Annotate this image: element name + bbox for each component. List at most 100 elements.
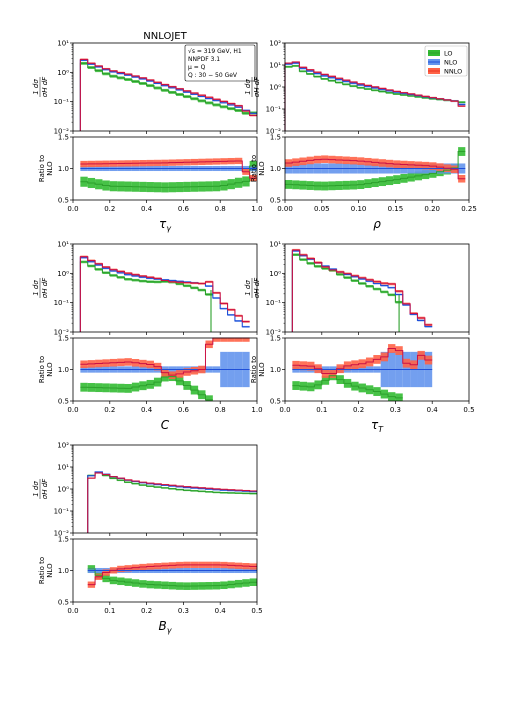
x-tick-label: 0.2 — [353, 406, 364, 414]
y-label-denominator: σH dF — [253, 277, 261, 298]
info-line: μ = Q — [188, 64, 206, 71]
x-tick-label: 0.3 — [178, 607, 189, 615]
ratio-y-tick-label: 1.5 — [58, 536, 69, 544]
x-axis-label: τγ — [159, 217, 172, 233]
ratio-y-label: Ratio to NLO — [38, 557, 54, 584]
x-axis-label: ρ — [373, 217, 381, 231]
legend-label: LO — [444, 50, 453, 58]
ratio-y-tick-label: 1.0 — [58, 366, 69, 374]
ratio-y-label: Ratio to NLO — [38, 155, 54, 182]
ratio-y-label-line1: Ratio to — [250, 155, 258, 182]
ratio-y-label-line2: NLO — [258, 362, 266, 377]
legend-label: NNLO — [444, 68, 462, 76]
y-tick-label: 10⁰ — [57, 486, 69, 494]
ratio-y-label-line1: Ratio to — [38, 356, 46, 383]
ratio-y-label: Ratio to NLO — [250, 155, 266, 182]
ratio-y-label-line1: Ratio to — [250, 356, 258, 383]
x-tick-label: 0.4 — [141, 406, 153, 414]
x-tick-label: 0.4 — [215, 607, 227, 615]
y-tick-label: 10² — [269, 40, 281, 48]
info-line: Q : 30 − 50 GeV — [188, 72, 238, 79]
x-axis-label: τT — [371, 418, 384, 434]
x-tick-label: 0.2 — [104, 205, 115, 213]
top-y-label: 1 dσ σH dF — [32, 76, 49, 97]
nnlo-ratio-line — [285, 158, 466, 180]
lo-ratio-band-bin — [205, 395, 213, 401]
x-axis-label: Bγ — [159, 619, 173, 635]
y-tick-label: 10⁻² — [54, 128, 70, 136]
lo-ratio-line — [87, 568, 257, 587]
x-tick-label: 0.1 — [316, 406, 327, 414]
x-tick-label: 0.0 — [279, 406, 290, 414]
legend-label: NLO — [444, 59, 457, 67]
x-tick-label: 0.20 — [424, 205, 440, 213]
x-tick-label: 0.10 — [351, 205, 367, 213]
nnlo-ratio-line — [292, 348, 433, 374]
x-tick-label: 0.25 — [461, 205, 477, 213]
x-tick-label: 0.4 — [141, 205, 153, 213]
y-label-numerator: 1 dσ — [32, 280, 40, 296]
nnlo-ratio-band-bin — [234, 338, 243, 342]
y-tick-label: 10⁰ — [57, 69, 69, 77]
y-label-numerator: 1 dσ — [244, 79, 252, 95]
ratio-y-tick-label: 1.5 — [58, 335, 69, 343]
top-y-label: 1 dσ σH dF — [244, 76, 261, 97]
top-y-label: 1 dσ σH dF — [32, 277, 49, 298]
lo-line — [284, 65, 466, 131]
y-tick-label: 10¹ — [269, 241, 281, 249]
top-panel: 10⁻² 10⁻¹ 10⁰ 10¹ 10² 1 dσ σH dF — [32, 442, 258, 538]
nnlo-ratio-band-bin — [227, 338, 235, 342]
x-tick-label: 0.6 — [178, 406, 190, 414]
lo-ratio-line — [80, 165, 257, 188]
y-label-denominator: σH dF — [41, 277, 49, 298]
y-tick-label: 10⁻¹ — [266, 299, 282, 307]
x-tick-label: 0.8 — [215, 406, 226, 414]
info-line: NNPDF 3.1 — [188, 56, 220, 63]
x-tick-label: 0.0 — [67, 406, 78, 414]
ratio-y-label: Ratio to NLO — [250, 356, 266, 383]
x-tick-label: 1.0 — [251, 205, 262, 213]
x-tick-label: 0.00 — [277, 205, 293, 213]
y-label-numerator: 1 dσ — [32, 79, 40, 95]
y-label-numerator: 1 dσ — [32, 481, 40, 497]
nnlo-line — [291, 249, 433, 332]
y-tick-label: 10¹ — [57, 464, 69, 472]
top-frame — [72, 243, 258, 333]
nnlo-line — [87, 472, 257, 533]
x-tick-label: 0.5 — [251, 607, 262, 615]
lo-ratio-line — [80, 376, 213, 401]
x-axis-label: C — [161, 418, 170, 432]
lo-ratio-line — [285, 151, 466, 187]
y-tick-label: 10⁻¹ — [54, 98, 70, 106]
y-tick-label: 10⁻¹ — [54, 508, 70, 516]
x-tick-label: 0.0 — [67, 607, 78, 615]
ratio-y-tick-label: 1.0 — [58, 567, 69, 575]
top-y-label: 1 dσ σH dF — [244, 277, 261, 298]
y-tick-label: 10⁻¹ — [54, 299, 70, 307]
y-label-denominator: σH dF — [253, 76, 261, 97]
y-tick-label: 10⁰ — [269, 84, 281, 92]
ratio-y-tick-label: 0.5 — [58, 398, 69, 406]
y-tick-label: 10¹ — [57, 241, 69, 249]
x-tick-label: 0.8 — [215, 205, 226, 213]
x-tick-label: 0.2 — [104, 406, 115, 414]
y-tick-label: 10² — [57, 442, 69, 450]
y-tick-label: 10⁻² — [54, 530, 70, 538]
ratio-y-label-line2: NLO — [258, 161, 266, 176]
ratio-y-tick-label: 0.5 — [270, 197, 281, 205]
lo-line — [79, 62, 257, 131]
ratio-y-tick-label: 1.0 — [270, 366, 281, 374]
ratio-y-tick-label: 0.5 — [58, 599, 69, 607]
ratio-y-label-line1: Ratio to — [38, 155, 46, 182]
y-tick-label: 10⁻¹ — [266, 106, 282, 114]
lo-ratio-band-bin — [395, 393, 403, 401]
nnlo-ratio-line — [80, 160, 257, 179]
ratio-y-label-line2: NLO — [46, 362, 54, 377]
